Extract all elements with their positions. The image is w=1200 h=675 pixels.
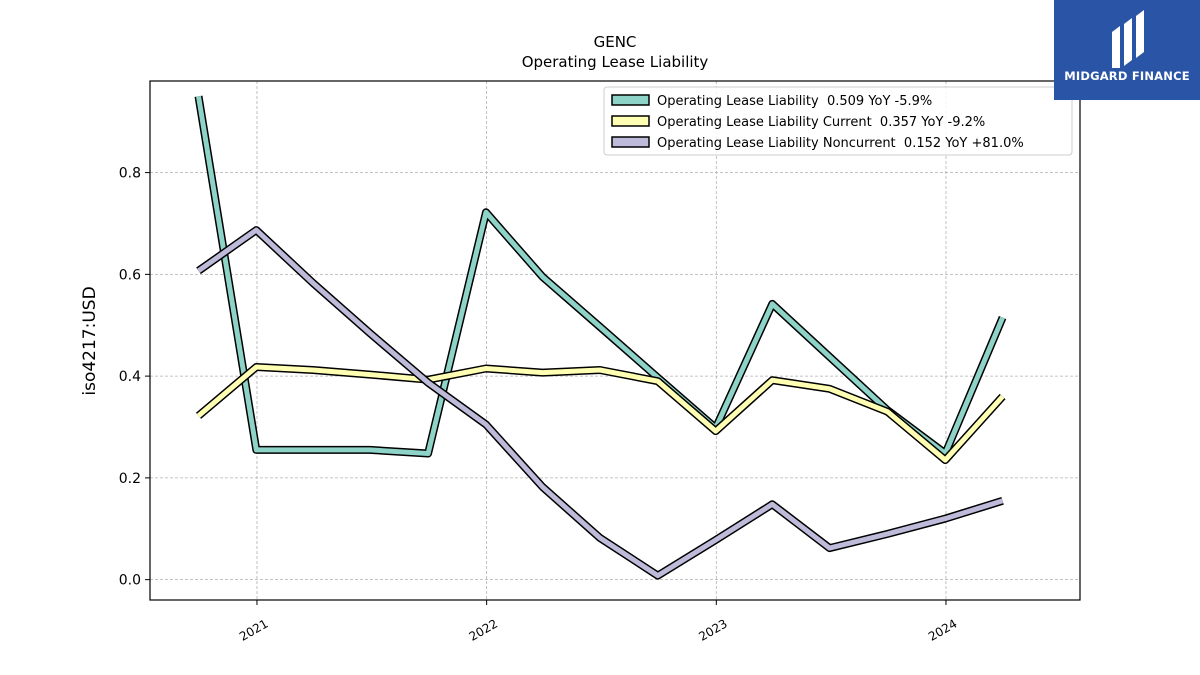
y-axis-label: iso4217:USD [80, 286, 100, 395]
plot-frame [149, 80, 1081, 601]
chart-title: GENC [594, 33, 637, 51]
x-tick-label: 2021 [237, 616, 270, 643]
series-2 [195, 363, 1006, 465]
legend-box [603, 86, 1073, 156]
brand-name: MIDGARD FINANCE [1064, 69, 1190, 83]
y-tick-label: 0.4 [119, 369, 141, 385]
chart-subtitle: Operating Lease Liability [522, 53, 709, 71]
x-tick-label: 2023 [696, 616, 729, 643]
brand-logo: MIDGARD FINANCE [1054, 0, 1200, 100]
y-tick-label: 0.6 [119, 267, 141, 283]
y-tick-label: 0.8 [119, 166, 141, 182]
series-3 [196, 226, 1004, 580]
legend-swatch [611, 115, 650, 127]
legend: Operating Lease Liability 0.509 YoY -5.9… [603, 86, 1073, 156]
series-1 [194, 95, 1007, 458]
y-tick-label: 0.2 [119, 471, 141, 487]
legend-entry: Operating Lease Liability Noncurrent 0.1… [657, 136, 1024, 151]
y-tick-label: 0.0 [119, 573, 141, 589]
brand-mark-icon [1112, 10, 1144, 68]
legend-entry: Operating Lease Liability Current 0.357 … [657, 115, 985, 130]
series-line [197, 227, 1004, 579]
series-line [196, 364, 1005, 463]
legend-swatch [611, 136, 650, 148]
series-layer [194, 95, 1007, 580]
legend-entry: Operating Lease Liability 0.509 YoY -5.9… [657, 94, 932, 109]
x-tick-label: 2024 [926, 616, 959, 643]
legend-swatch [611, 94, 650, 106]
series-line [196, 95, 1005, 456]
x-tick-label: 2022 [467, 616, 500, 643]
